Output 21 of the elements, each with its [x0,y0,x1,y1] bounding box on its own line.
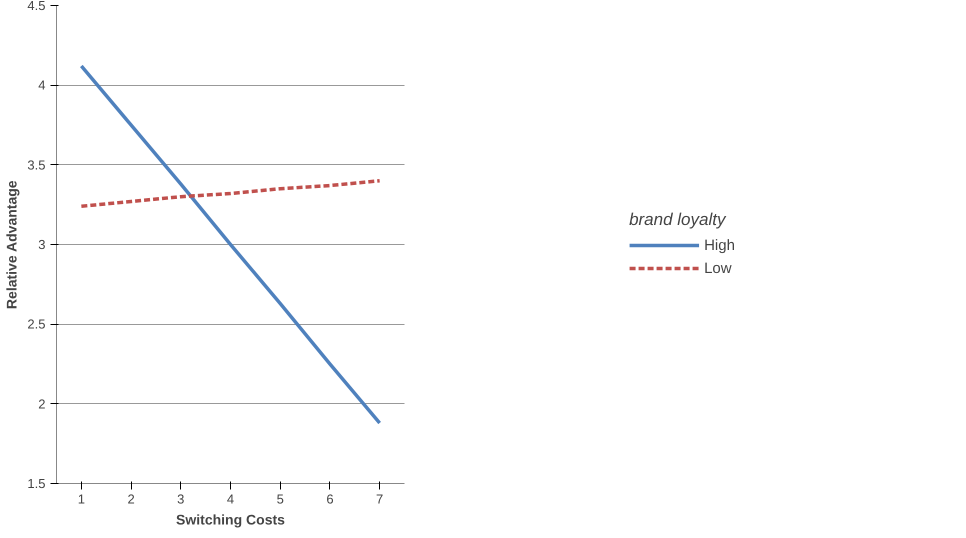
legend-label: Low [704,260,732,276]
x-tick-label: 5 [276,492,284,506]
line-series [80,179,382,208]
legend-label: High [704,236,735,254]
y-tick-label: 2 [38,396,46,412]
line-series [80,64,382,425]
y-tick-label: 3 [38,237,46,252]
x-tick-label: 1 [78,492,85,506]
legend-title: brand loyalty [629,210,728,230]
x-axis-title: Switching Costs [176,512,286,528]
y-tick-label: 2.5 [27,316,46,332]
y-tick-label: 4 [38,78,46,93]
x-tick-label: 6 [326,492,334,506]
y-tick-label: 4.5 [27,0,46,13]
x-tick-label: 2 [127,492,135,506]
y-axis-title: Relative Advantage [3,180,20,310]
x-tick-label: 4 [226,492,234,506]
x-tick-label: 3 [177,492,184,506]
y-tick-label: 3.5 [27,157,46,172]
x-tick-label: 7 [376,492,384,506]
y-tick-label: 1.5 [27,476,46,491]
